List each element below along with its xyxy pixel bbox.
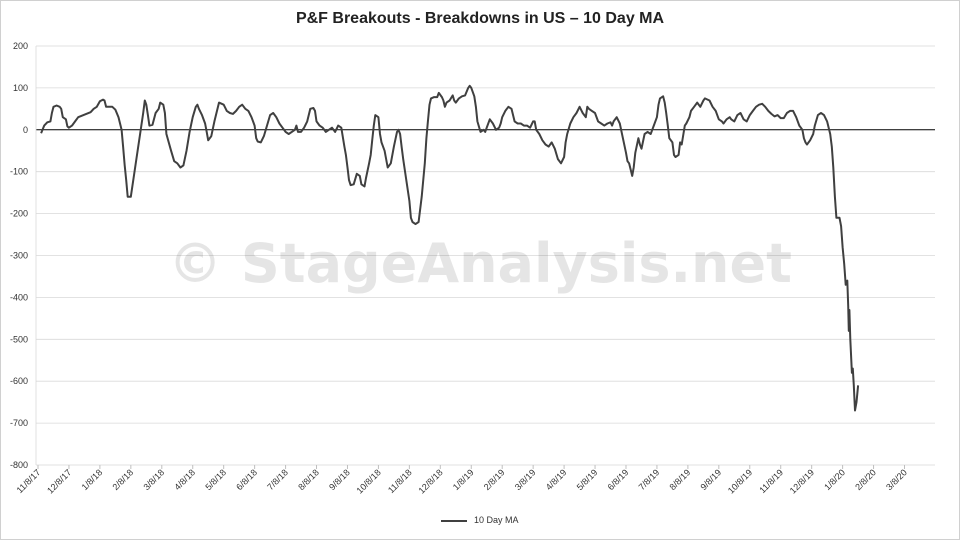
watermark: © StageAnalysis.net — [168, 232, 792, 295]
x-tick-label: 10/8/19 — [726, 467, 754, 495]
x-tick-label: 6/8/19 — [606, 467, 631, 492]
x-tick-label: 12/8/17 — [45, 467, 73, 495]
x-tick-label: 3/8/18 — [141, 467, 166, 492]
x-axis: 11/8/17 12/8/17 1/8/18 2/8/18 3/8/18 4/8/18 5/… — [15, 465, 909, 496]
x-tick-label: 9/8/19 — [698, 467, 723, 492]
x-tick-label: 2/8/20 — [853, 467, 878, 492]
series-layer — [40, 84, 860, 412]
x-tick-label: 10/8/18 — [355, 467, 383, 495]
x-tick-label: 5/8/18 — [203, 467, 228, 492]
x-tick-label: 11/8/18 — [386, 467, 414, 495]
chart-title: P&F Breakouts - Breakdowns in US – 10 Da… — [295, 10, 665, 27]
y-tick-label: -700 — [10, 418, 28, 428]
y-axis: 200 100 0 -100 -200 -300 -400 -500 -600 -700 -800 — [10, 41, 28, 470]
y-tick-label: -500 — [10, 334, 28, 344]
y-tick-label: -800 — [10, 460, 28, 470]
x-tick-label: 8/8/19 — [668, 467, 693, 492]
x-tick-label: 11/8/17 — [15, 467, 43, 495]
legend-swatch — [441, 519, 468, 522]
x-tick-label: 5/8/19 — [575, 467, 600, 492]
legend: 10 Day MA — [0, 515, 960, 525]
x-tick-label: 2/8/19 — [482, 467, 507, 492]
x-tick-label: 3/8/20 — [884, 467, 909, 492]
y-tick-label: -100 — [10, 167, 28, 177]
x-tick-label: 1/8/18 — [80, 467, 105, 492]
y-tick-label: 200 — [13, 41, 28, 51]
x-tick-label: 1/8/20 — [822, 467, 847, 492]
x-tick-label: 4/8/19 — [544, 467, 569, 492]
y-tick-label: -400 — [10, 292, 28, 302]
x-tick-label: 6/8/18 — [234, 467, 259, 492]
x-tick-label: 9/8/18 — [327, 467, 352, 492]
legend-label: 10 Day MA — [473, 515, 519, 525]
series-line-10-day-ma — [40, 84, 860, 412]
y-tick-label: 0 — [23, 125, 28, 135]
x-tick-label: 7/8/19 — [637, 467, 662, 492]
x-tick-label: 3/8/19 — [513, 467, 538, 492]
y-tick-label: 100 — [13, 83, 28, 93]
y-tick-label: -600 — [10, 376, 28, 386]
x-tick-label: 7/8/18 — [265, 467, 290, 492]
x-tick-label: 12/8/19 — [788, 467, 816, 495]
x-tick-label: 11/8/19 — [757, 467, 785, 495]
x-tick-label: 12/8/18 — [416, 467, 444, 495]
x-tick-label: 1/8/19 — [451, 467, 476, 492]
x-tick-label: 2/8/18 — [110, 467, 135, 492]
x-tick-label: 8/8/18 — [296, 467, 321, 492]
y-tick-label: -300 — [10, 251, 28, 261]
x-tick-label: 4/8/18 — [172, 467, 197, 492]
y-tick-label: -200 — [10, 209, 28, 219]
